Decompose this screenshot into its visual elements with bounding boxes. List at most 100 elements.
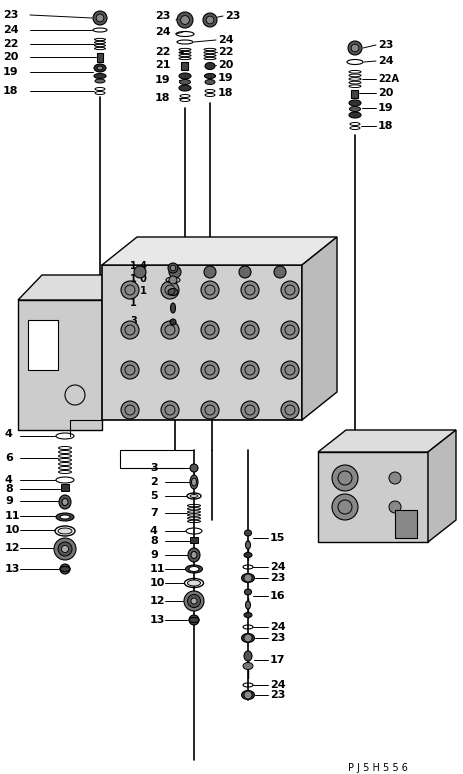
Text: 21: 21 bbox=[155, 60, 170, 70]
Ellipse shape bbox=[54, 538, 76, 560]
Circle shape bbox=[347, 41, 361, 55]
Ellipse shape bbox=[244, 589, 251, 595]
Text: 11: 11 bbox=[150, 564, 165, 574]
Text: 20: 20 bbox=[3, 52, 19, 62]
Text: P J 5 H 5 5 6: P J 5 H 5 5 6 bbox=[347, 763, 407, 773]
Text: 15: 15 bbox=[269, 533, 285, 543]
Text: 24: 24 bbox=[3, 25, 19, 35]
Text: 22: 22 bbox=[3, 39, 19, 49]
Circle shape bbox=[238, 266, 250, 278]
Text: 7: 7 bbox=[150, 508, 157, 518]
Text: 20: 20 bbox=[218, 60, 233, 70]
Text: 19: 19 bbox=[155, 75, 170, 85]
Circle shape bbox=[121, 361, 139, 379]
Ellipse shape bbox=[189, 495, 198, 498]
Polygon shape bbox=[102, 237, 336, 265]
Circle shape bbox=[176, 12, 193, 28]
Ellipse shape bbox=[62, 498, 68, 505]
Ellipse shape bbox=[348, 100, 360, 106]
Text: 13: 13 bbox=[5, 564, 20, 574]
Text: 22A: 22A bbox=[377, 74, 398, 84]
Circle shape bbox=[206, 16, 213, 24]
Circle shape bbox=[93, 11, 107, 25]
Ellipse shape bbox=[189, 475, 198, 489]
Ellipse shape bbox=[62, 546, 69, 553]
Ellipse shape bbox=[56, 513, 74, 521]
Ellipse shape bbox=[188, 548, 200, 562]
Ellipse shape bbox=[179, 73, 191, 79]
Text: 23: 23 bbox=[3, 10, 19, 20]
Text: 11: 11 bbox=[5, 511, 20, 521]
Bar bbox=[189, 537, 198, 543]
Text: 19: 19 bbox=[377, 103, 393, 113]
Ellipse shape bbox=[95, 79, 105, 83]
Ellipse shape bbox=[60, 515, 70, 519]
Ellipse shape bbox=[205, 63, 214, 70]
Circle shape bbox=[189, 464, 198, 472]
Circle shape bbox=[161, 281, 179, 299]
Circle shape bbox=[121, 281, 139, 299]
Text: 20: 20 bbox=[377, 88, 393, 98]
Text: 24: 24 bbox=[155, 27, 170, 37]
Text: 23: 23 bbox=[269, 573, 285, 583]
Text: 2: 2 bbox=[150, 477, 157, 487]
Ellipse shape bbox=[241, 690, 254, 700]
Ellipse shape bbox=[204, 74, 215, 78]
Circle shape bbox=[121, 401, 139, 419]
Text: 13: 13 bbox=[150, 615, 165, 625]
Ellipse shape bbox=[168, 289, 178, 296]
Circle shape bbox=[200, 361, 219, 379]
Text: 9: 9 bbox=[5, 496, 13, 506]
Polygon shape bbox=[317, 430, 455, 452]
Text: 22: 22 bbox=[218, 47, 233, 57]
Circle shape bbox=[180, 15, 189, 25]
Ellipse shape bbox=[245, 541, 250, 549]
Polygon shape bbox=[18, 275, 126, 300]
Ellipse shape bbox=[94, 64, 106, 72]
Text: 1: 1 bbox=[130, 298, 137, 308]
Circle shape bbox=[240, 401, 258, 419]
Circle shape bbox=[388, 501, 400, 513]
Text: 4: 4 bbox=[5, 475, 13, 485]
Ellipse shape bbox=[243, 663, 252, 670]
Polygon shape bbox=[18, 300, 102, 430]
Bar bbox=[102, 265, 301, 420]
Circle shape bbox=[350, 44, 358, 52]
Text: 23: 23 bbox=[225, 11, 240, 21]
Text: 3: 3 bbox=[130, 316, 137, 326]
Circle shape bbox=[161, 321, 179, 339]
Ellipse shape bbox=[179, 80, 190, 84]
Ellipse shape bbox=[191, 478, 196, 486]
Circle shape bbox=[200, 401, 219, 419]
Ellipse shape bbox=[191, 552, 197, 559]
Text: 4: 4 bbox=[5, 429, 13, 439]
Text: 24: 24 bbox=[269, 562, 285, 572]
Text: 10: 10 bbox=[150, 578, 165, 588]
Circle shape bbox=[96, 14, 104, 22]
Circle shape bbox=[240, 281, 258, 299]
Text: 22: 22 bbox=[155, 47, 170, 57]
Circle shape bbox=[281, 361, 298, 379]
Circle shape bbox=[332, 465, 357, 491]
Text: 19: 19 bbox=[3, 67, 19, 77]
Text: 18: 18 bbox=[155, 93, 170, 103]
Text: 1 0: 1 0 bbox=[130, 274, 147, 284]
Circle shape bbox=[332, 494, 357, 520]
Polygon shape bbox=[427, 430, 455, 542]
Text: 5: 5 bbox=[150, 491, 157, 501]
Ellipse shape bbox=[58, 542, 72, 556]
Ellipse shape bbox=[184, 591, 204, 611]
Circle shape bbox=[200, 281, 219, 299]
Circle shape bbox=[244, 691, 251, 699]
Circle shape bbox=[161, 401, 179, 419]
Text: 1 1: 1 1 bbox=[130, 286, 147, 296]
Text: 17: 17 bbox=[269, 655, 285, 665]
Circle shape bbox=[188, 615, 199, 625]
Ellipse shape bbox=[97, 66, 103, 70]
Ellipse shape bbox=[94, 74, 106, 78]
Ellipse shape bbox=[241, 574, 254, 583]
Text: 23: 23 bbox=[269, 633, 285, 643]
Ellipse shape bbox=[185, 565, 202, 573]
Circle shape bbox=[168, 263, 178, 273]
Text: 4: 4 bbox=[150, 526, 157, 536]
